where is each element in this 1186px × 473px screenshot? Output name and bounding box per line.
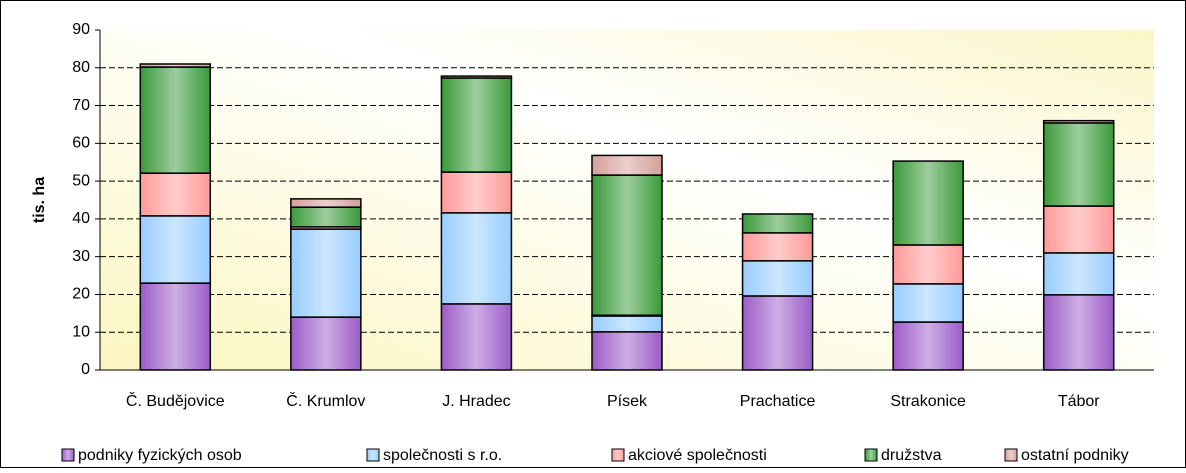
bar-segment <box>290 316 362 371</box>
bar-segment <box>591 174 663 316</box>
y-tick-label: 60 <box>72 135 90 152</box>
x-tick-label: Prachatice <box>740 393 816 410</box>
y-tick-label: 80 <box>72 59 90 76</box>
x-tick-label: Tábor <box>1058 393 1100 410</box>
bar-segment <box>440 77 513 173</box>
bar-segment <box>591 315 663 333</box>
x-tick-label: Č. Budějovice <box>126 391 225 410</box>
legend-swatch <box>1004 448 1018 462</box>
x-tick-label: Písek <box>607 393 648 410</box>
bar-segment <box>591 154 663 176</box>
bar-segment <box>1042 122 1115 207</box>
x-tick-label: Č. Krumlov <box>286 391 365 410</box>
bar-segment <box>741 260 814 297</box>
y-tick-label: 0 <box>81 361 90 378</box>
bar-segment <box>139 282 212 371</box>
bar-segment <box>741 232 814 262</box>
legend-label: akciové společnosti <box>628 447 767 464</box>
y-tick-label: 70 <box>72 97 90 114</box>
bar-segment <box>892 283 964 323</box>
bar-segment <box>139 63 212 68</box>
bar-segment <box>1042 119 1115 124</box>
y-tick-label: 10 <box>72 323 90 340</box>
bar-segment <box>892 160 964 246</box>
bar-segment <box>440 171 513 214</box>
y-tick-label: 20 <box>72 286 90 303</box>
y-tick-label: 90 <box>72 21 90 38</box>
bar-segment <box>741 213 814 234</box>
bar-segment <box>440 75 513 79</box>
bar-segment <box>892 321 964 371</box>
legend-swatch <box>864 448 878 462</box>
bar-segment <box>290 198 362 208</box>
bar-segment <box>1042 252 1115 296</box>
legend-label: družstva <box>881 447 942 464</box>
bar-segment <box>139 215 212 284</box>
bar-segment <box>440 212 513 305</box>
legend-swatch <box>611 448 625 462</box>
bar-segment <box>741 295 814 371</box>
bar-segment <box>139 66 212 174</box>
bar-segment <box>1042 205 1115 254</box>
bar-segment <box>139 172 212 217</box>
legend-label: společnosti s r.o. <box>383 447 502 464</box>
x-tick-label: J. Hradec <box>442 393 510 410</box>
y-axis-label: tis. ha <box>31 177 48 223</box>
legend-label: podniky fyzických osob <box>78 447 242 464</box>
bar-segment <box>290 228 362 318</box>
y-tick-label: 40 <box>72 210 90 227</box>
y-tick-label: 30 <box>72 248 90 265</box>
bar-segment <box>1042 294 1115 371</box>
legend-swatch <box>366 448 380 462</box>
bar-segment <box>290 206 362 228</box>
bar-segment <box>440 303 513 371</box>
legend-swatch <box>61 448 75 462</box>
bar-segment <box>892 244 964 285</box>
legend-label: ostatní podniky <box>1021 447 1129 464</box>
y-tick-label: 50 <box>72 172 90 189</box>
x-tick-label: Strakonice <box>890 393 966 410</box>
bar-segment <box>591 331 663 371</box>
